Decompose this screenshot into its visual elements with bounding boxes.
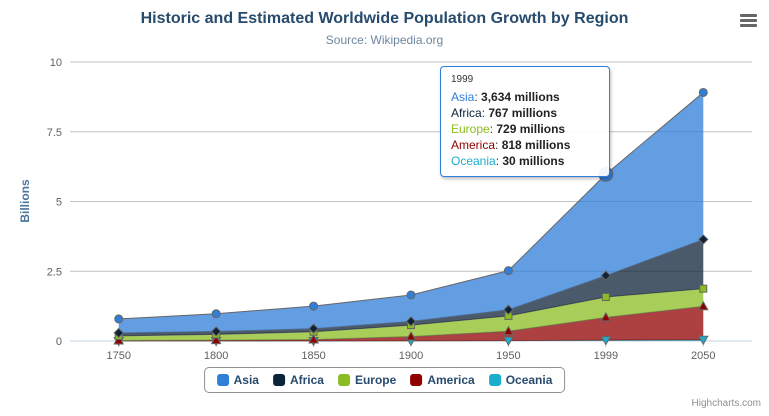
tooltip-row-asia: Asia: 3,634 millions (451, 90, 560, 104)
point-america-1999[interactable] (600, 311, 612, 322)
tooltip-row-america: America: 818 millions (451, 138, 571, 152)
legend-item-oceania[interactable]: Oceania (488, 373, 553, 387)
point-africa-1950[interactable] (503, 304, 514, 315)
area-america[interactable] (118, 306, 704, 341)
chart-title: Historic and Estimated Worldwide Populat… (140, 10, 629, 27)
tooltip: 1999 Asia: 3,634 millions Africa: 767 mil… (440, 66, 610, 177)
legend-item-asia[interactable]: Asia (216, 373, 259, 387)
x-axis-label: 1850 (301, 350, 325, 362)
tooltip-row-africa: Africa: 767 millions (451, 106, 558, 120)
point-asia-1800[interactable] (211, 309, 221, 319)
legend-label: Oceania (505, 373, 553, 387)
legend-label: Europe (354, 373, 397, 387)
tooltip-series-name: Asia (451, 90, 475, 104)
x-axis-label: 1750 (106, 350, 130, 362)
y-axis-title: Billions (18, 179, 32, 223)
tooltip-series-value: 729 millions (496, 122, 566, 136)
area-asia[interactable] (118, 92, 704, 333)
credits-link[interactable]: Highcharts.com (691, 398, 761, 409)
point-africa-1900[interactable] (405, 316, 417, 327)
x-axis-label: 1800 (204, 350, 228, 362)
chart-subtitle: Source: Wikipedia.org (325, 33, 444, 47)
legend-label: Asia (233, 373, 259, 387)
legend-label: America (427, 373, 475, 387)
tooltip-series-name: America (451, 138, 496, 152)
x-axis-label: 1950 (496, 350, 520, 362)
tooltip-series-name: Europe (451, 122, 490, 136)
point-africa-2050[interactable] (698, 234, 709, 245)
tooltip-series-value: 767 millions (488, 106, 558, 120)
point-oceania-1999[interactable] (600, 336, 612, 346)
point-america-1900[interactable] (405, 330, 417, 341)
tooltip-series-name: Africa (451, 106, 482, 120)
legend: Asia Africa Europe America Oceania (203, 367, 566, 393)
point-america-1950[interactable] (503, 325, 514, 336)
point-asia-1900[interactable] (406, 290, 416, 300)
hamburger-menu-icon[interactable] (740, 14, 757, 29)
legend-symbol (337, 374, 350, 386)
point-america-1750[interactable] (113, 334, 125, 345)
point-oceania-1950[interactable] (503, 336, 514, 347)
point-asia-1750[interactable] (114, 314, 124, 324)
x-axis-label: 2050 (691, 350, 715, 362)
legend-item-america[interactable]: America (410, 373, 475, 387)
menu-bar (740, 24, 757, 27)
point-europe-2050[interactable] (699, 284, 708, 293)
y-axis-label: 5 (56, 197, 62, 209)
tooltip-series-value: 30 millions (502, 154, 565, 168)
point-america-2050[interactable] (697, 300, 709, 311)
tooltip-header: 1999 (451, 74, 474, 85)
legend-symbol (488, 374, 501, 386)
tooltip-row-oceania: Oceania: 30 millions (451, 154, 565, 168)
y-axis-label: 0 (56, 336, 62, 348)
legend-item-africa[interactable]: Africa (272, 373, 324, 387)
point-oceania-2050[interactable] (697, 335, 709, 346)
tooltip-series-value: 818 millions (501, 138, 571, 152)
tooltip-series-name: Oceania (451, 154, 496, 168)
tooltip-row-europe: Europe: 729 millions (451, 122, 566, 136)
point-africa-1999[interactable] (600, 270, 612, 281)
point-america-1800[interactable] (210, 334, 222, 345)
point-america-1850[interactable] (308, 333, 319, 344)
menu-bar (740, 14, 757, 17)
legend-symbol (410, 374, 423, 386)
point-africa-1800[interactable] (210, 326, 222, 337)
point-asia-1850[interactable] (309, 301, 319, 311)
y-axis-label: 7.5 (47, 127, 62, 139)
menu-bar (740, 19, 757, 22)
legend-symbol (272, 374, 285, 386)
legend-item-europe[interactable]: Europe (337, 373, 397, 387)
tooltip-rows: Asia: 3,634 millions Africa: 767 millions… (451, 89, 599, 169)
point-africa-1750[interactable] (113, 327, 124, 339)
point-asia-1950[interactable] (503, 266, 513, 276)
point-asia-2050[interactable] (698, 87, 708, 97)
tooltip-series-value: 3,634 millions (481, 90, 560, 104)
point-europe-1999[interactable] (601, 293, 610, 302)
legend-label: Africa (289, 373, 324, 387)
point-africa-1850[interactable] (308, 323, 319, 334)
y-axis-label: 10 (50, 57, 62, 69)
legend-symbol (216, 374, 229, 386)
x-axis-label: 1999 (594, 350, 618, 362)
y-axis-label: 2.5 (47, 266, 62, 278)
area-africa[interactable] (118, 239, 704, 336)
x-axis-label: 1900 (399, 350, 423, 362)
